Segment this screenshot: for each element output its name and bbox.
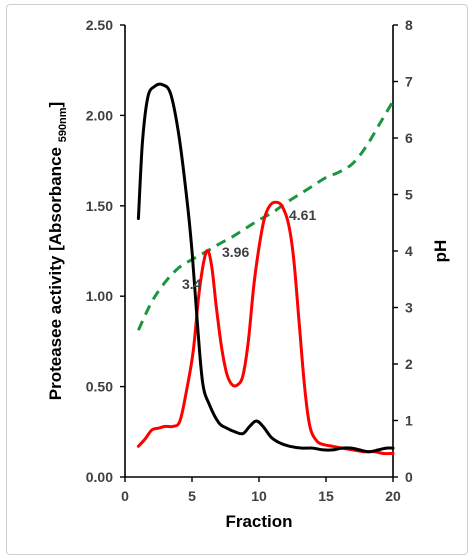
left-y-axis-title-main: Proteasee activity [Absorbance — [46, 142, 65, 400]
x-tick-label: 0 — [121, 488, 129, 504]
right-y-tick-label: 1 — [405, 413, 413, 429]
left-y-tick-label: 0.00 — [86, 469, 113, 485]
tick-layer: 0 5 10 15 20 0.00 0.50 1.00 1.50 2.00 2.50 0 1 2 3 4 5 6 7… — [86, 17, 413, 504]
x-tick-label: 5 — [188, 488, 196, 504]
annotation-3-4: 3.4 — [182, 276, 202, 292]
right-y-axis-title: pH — [431, 240, 450, 263]
right-y-tick-label: 4 — [405, 243, 413, 259]
right-y-tick-label: 3 — [405, 300, 413, 316]
x-tick-label: 10 — [251, 488, 267, 504]
red-activity-line — [136, 200, 395, 456]
right-y-tick-label: 0 — [405, 469, 413, 485]
right-y-tick-label: 8 — [405, 17, 413, 33]
left-y-tick-label: 1.00 — [86, 288, 113, 304]
left-y-axis-title-sub: 590nm — [57, 107, 69, 142]
black-activity-line — [136, 82, 395, 454]
annotation-3-96: 3.96 — [222, 244, 249, 260]
left-y-tick-label: 2.00 — [86, 107, 113, 123]
annotation-4-61: 4.61 — [289, 207, 316, 223]
x-axis-title: Fraction — [225, 512, 292, 531]
x-tick-label: 15 — [318, 488, 334, 504]
left-y-tick-label: 2.50 — [86, 17, 113, 33]
left-y-tick-label: 0.50 — [86, 379, 113, 395]
series-layer — [136, 82, 395, 456]
x-tick-label: 20 — [385, 488, 401, 504]
right-y-tick-label: 5 — [405, 187, 413, 203]
right-y-tick-label: 7 — [405, 74, 413, 90]
right-y-tick-label: 6 — [405, 130, 413, 146]
left-y-tick-label: 1.50 — [86, 198, 113, 214]
right-y-tick-label: 2 — [405, 356, 413, 372]
chart-frame — [6, 4, 468, 555]
left-y-axis-title: Proteasee activity [Absorbance 590nm] — [46, 102, 69, 400]
left-y-axis-title-end: ] — [46, 102, 65, 108]
